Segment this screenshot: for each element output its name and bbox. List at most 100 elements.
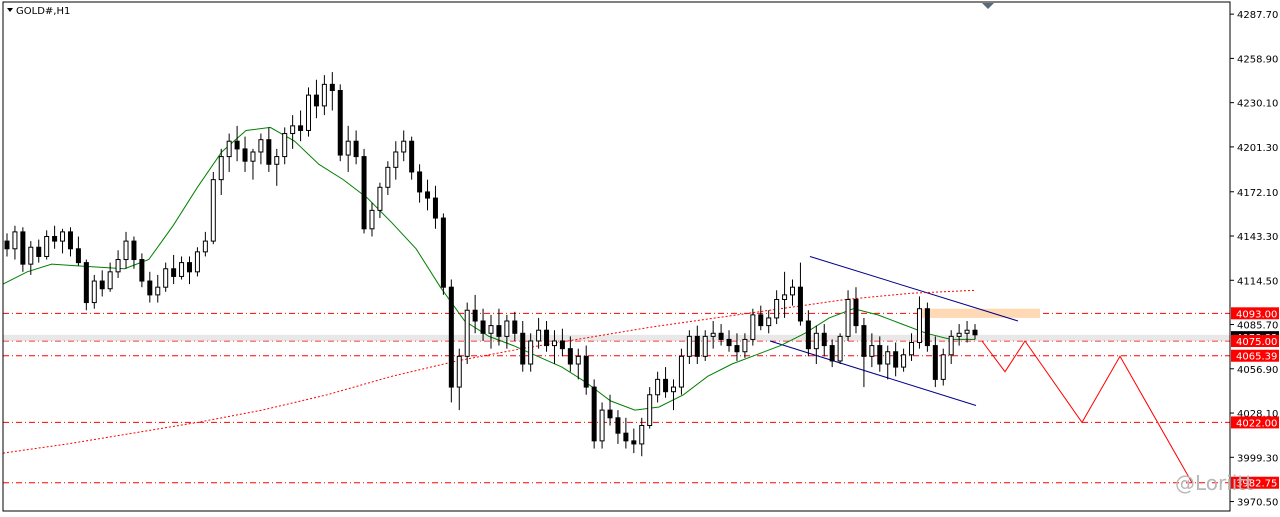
menu-arrow-icon[interactable] <box>7 8 13 12</box>
candle[interactable] <box>313 79 319 119</box>
candle[interactable] <box>345 125 351 172</box>
candle[interactable] <box>924 302 930 352</box>
candle[interactable] <box>916 296 922 349</box>
candle[interactable] <box>44 230 50 260</box>
candle[interactable] <box>147 271 153 303</box>
candle[interactable] <box>837 333 843 365</box>
candle[interactable] <box>385 161 391 195</box>
candle[interactable] <box>298 110 304 142</box>
candle[interactable] <box>583 345 589 395</box>
candle[interactable] <box>290 115 296 149</box>
candle[interactable] <box>210 171 216 245</box>
candle[interactable] <box>972 324 978 340</box>
candle[interactable] <box>234 125 240 162</box>
channel-lower-line[interactable] <box>769 340 977 406</box>
candle[interactable] <box>631 428 637 454</box>
candle[interactable] <box>551 330 557 365</box>
candle[interactable] <box>647 387 653 429</box>
candle[interactable] <box>194 247 200 277</box>
candle[interactable] <box>440 213 446 295</box>
candle[interactable] <box>742 333 748 358</box>
candle[interactable] <box>155 274 161 303</box>
candle[interactable] <box>734 333 740 361</box>
candle[interactable] <box>512 311 518 341</box>
candle[interactable] <box>401 130 407 162</box>
candle[interactable] <box>575 348 581 380</box>
candle[interactable] <box>663 367 669 398</box>
candle[interactable] <box>226 133 232 172</box>
candle[interactable] <box>179 256 185 280</box>
channel-upper-line[interactable] <box>809 255 1019 322</box>
candle[interactable] <box>448 279 454 403</box>
candle[interactable] <box>131 236 137 269</box>
candle[interactable] <box>329 72 335 111</box>
candle[interactable] <box>472 294 478 334</box>
candle[interactable] <box>766 310 772 334</box>
candle[interactable] <box>250 148 256 180</box>
forecast-path[interactable] <box>981 340 1193 483</box>
candle[interactable] <box>464 302 470 365</box>
candle[interactable] <box>75 236 81 266</box>
candle[interactable] <box>218 148 224 195</box>
candle[interactable] <box>20 227 26 272</box>
candle[interactable] <box>718 324 724 346</box>
candle[interactable] <box>909 333 915 361</box>
candle[interactable] <box>28 241 34 275</box>
candle[interactable] <box>306 87 312 137</box>
candle[interactable] <box>956 324 962 346</box>
candle[interactable] <box>940 348 946 386</box>
candle[interactable] <box>702 330 708 361</box>
candle[interactable] <box>274 148 280 186</box>
candle[interactable] <box>845 290 851 341</box>
candle[interactable] <box>171 254 177 285</box>
candle[interactable] <box>623 417 629 449</box>
candle[interactable] <box>123 231 129 269</box>
candle[interactable] <box>901 348 907 372</box>
candle[interactable] <box>163 262 169 292</box>
candle[interactable] <box>480 308 486 341</box>
candle[interactable] <box>369 202 375 237</box>
candle[interactable] <box>107 262 113 292</box>
candle[interactable] <box>885 345 891 380</box>
candle[interactable] <box>686 330 692 365</box>
candle[interactable] <box>99 270 105 297</box>
candle[interactable] <box>853 287 859 334</box>
candle[interactable] <box>139 253 145 288</box>
candle[interactable] <box>488 314 494 349</box>
candle[interactable] <box>520 321 526 372</box>
candle[interactable] <box>4 233 10 257</box>
candle[interactable] <box>591 379 597 449</box>
candle[interactable] <box>393 141 399 180</box>
candle[interactable] <box>504 314 510 349</box>
candle[interactable] <box>797 262 803 326</box>
candle[interactable] <box>377 182 383 219</box>
candle[interactable] <box>599 402 605 449</box>
candle[interactable] <box>758 305 764 331</box>
candle[interactable] <box>964 321 970 343</box>
candle[interactable] <box>202 231 208 257</box>
candle[interactable] <box>186 256 192 285</box>
candle[interactable] <box>321 75 327 116</box>
candle[interactable] <box>829 339 835 368</box>
candle[interactable] <box>813 325 819 365</box>
candle[interactable] <box>67 227 73 257</box>
candle[interactable] <box>266 127 272 172</box>
candle[interactable] <box>258 133 264 165</box>
candle[interactable] <box>948 330 954 365</box>
candle[interactable] <box>694 325 700 365</box>
candle[interactable] <box>877 336 883 372</box>
candle[interactable] <box>60 228 66 254</box>
candle[interactable] <box>932 336 938 388</box>
candle[interactable] <box>536 317 542 349</box>
candle[interactable] <box>456 348 462 411</box>
candle[interactable] <box>496 308 502 346</box>
candle[interactable] <box>670 379 676 411</box>
candle[interactable] <box>861 317 867 388</box>
candle[interactable] <box>821 324 827 357</box>
candle[interactable] <box>655 371 661 403</box>
candle[interactable] <box>615 410 621 444</box>
candle[interactable] <box>83 259 89 311</box>
candle[interactable] <box>115 250 121 278</box>
scroll-marker-icon[interactable] <box>982 3 994 9</box>
